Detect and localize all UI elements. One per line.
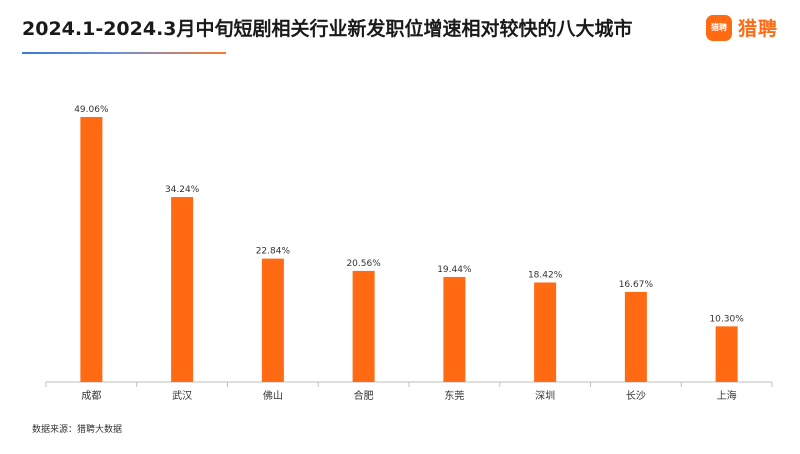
category-label: 武汉: [172, 389, 192, 402]
category-label: 成都: [81, 390, 101, 402]
brand-logo: 猎聘 猎聘: [705, 14, 778, 41]
bar-value-label: 49.06%: [74, 105, 109, 115]
title-underline: [22, 52, 226, 54]
bar-4: [352, 270, 375, 382]
bar-value-label: 18.42%: [528, 270, 563, 280]
bar-value-label: 34.24%: [165, 185, 200, 195]
bar-value-label: 19.44%: [437, 265, 472, 275]
bar-8: [715, 326, 738, 382]
bar-2: [171, 197, 194, 382]
logo-text: 猎聘: [737, 18, 778, 40]
bar-3: [261, 258, 284, 382]
bar-5: [443, 276, 466, 382]
bar-value-label: 22.84%: [256, 247, 291, 257]
data-source-note: 数据来源：猎聘大数据: [32, 425, 123, 435]
chart-title: 2024.1-2024.3月中旬短剧相关行业新发职位增速相对较快的八大城市: [22, 18, 633, 40]
category-label: 深圳: [535, 390, 555, 402]
bar-value-label: 16.67%: [619, 280, 654, 290]
bar-6: [534, 282, 557, 382]
category-label: 合肥: [354, 389, 374, 402]
bar-value-label: 10.30%: [709, 314, 744, 324]
category-label: 长沙: [626, 390, 646, 402]
category-label: 佛山: [263, 389, 283, 402]
category-label: 东莞: [444, 389, 464, 402]
logo-icon: 猎聘: [705, 14, 732, 41]
bar-7: [624, 291, 647, 382]
category-label: 上海: [717, 389, 737, 402]
bar-1: [80, 116, 103, 382]
bar-value-label: 20.56%: [346, 259, 381, 269]
